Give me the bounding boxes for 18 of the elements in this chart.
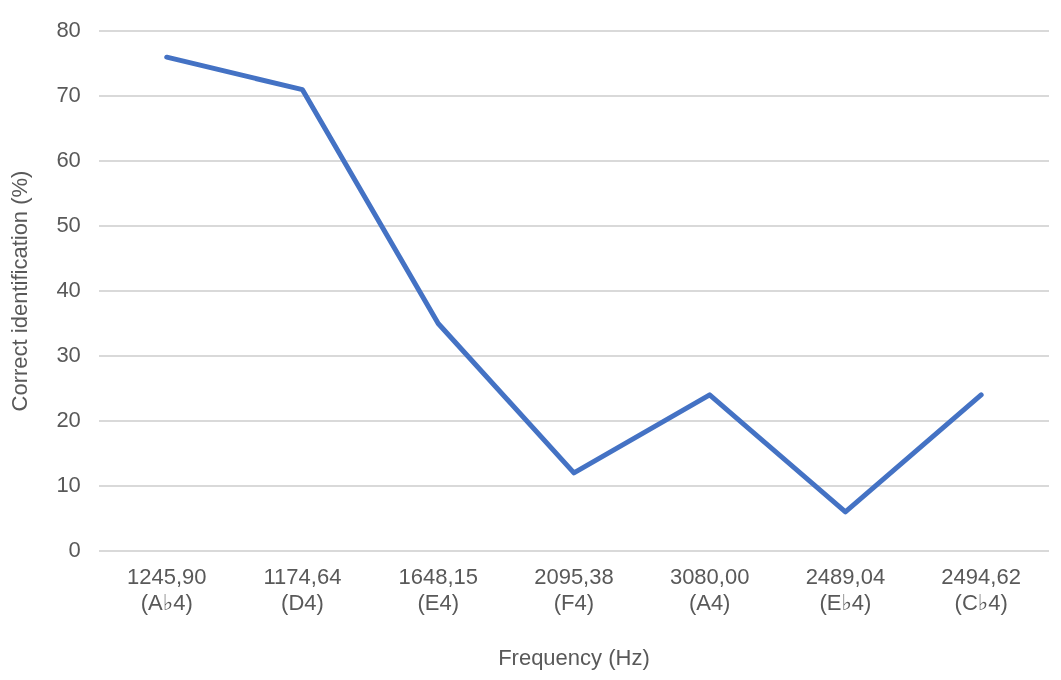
x-tick-label: 1648,15 (E4) (398, 564, 478, 616)
x-tick-label: 2095,38 (F4) (534, 564, 614, 616)
y-tick-label: 10 (56, 471, 81, 497)
y-tick-label: 20 (56, 406, 81, 432)
y-tick-label: 60 (56, 147, 81, 173)
y-tick-label: 80 (56, 17, 81, 43)
y-tick-label: 70 (56, 82, 81, 108)
y-tick-label: 50 (56, 212, 81, 238)
x-axis-title: Frequency (Hz) (498, 644, 650, 670)
x-tick-label: 3080,00 (A4) (669, 564, 750, 616)
y-axis-title: Correct identification (%) (7, 170, 33, 412)
x-tick-label: 2489,04 (E♭4) (805, 564, 886, 616)
x-tick-label: 1245,90 (A♭4) (126, 564, 207, 616)
y-tick-label: 0 (68, 536, 81, 562)
x-tick-label: 2494,62 (C♭4) (941, 564, 1021, 616)
y-tick-label: 30 (56, 342, 81, 368)
x-tick-label: 1174,64 (D4) (263, 564, 342, 616)
y-tick-label: 40 (56, 277, 81, 303)
